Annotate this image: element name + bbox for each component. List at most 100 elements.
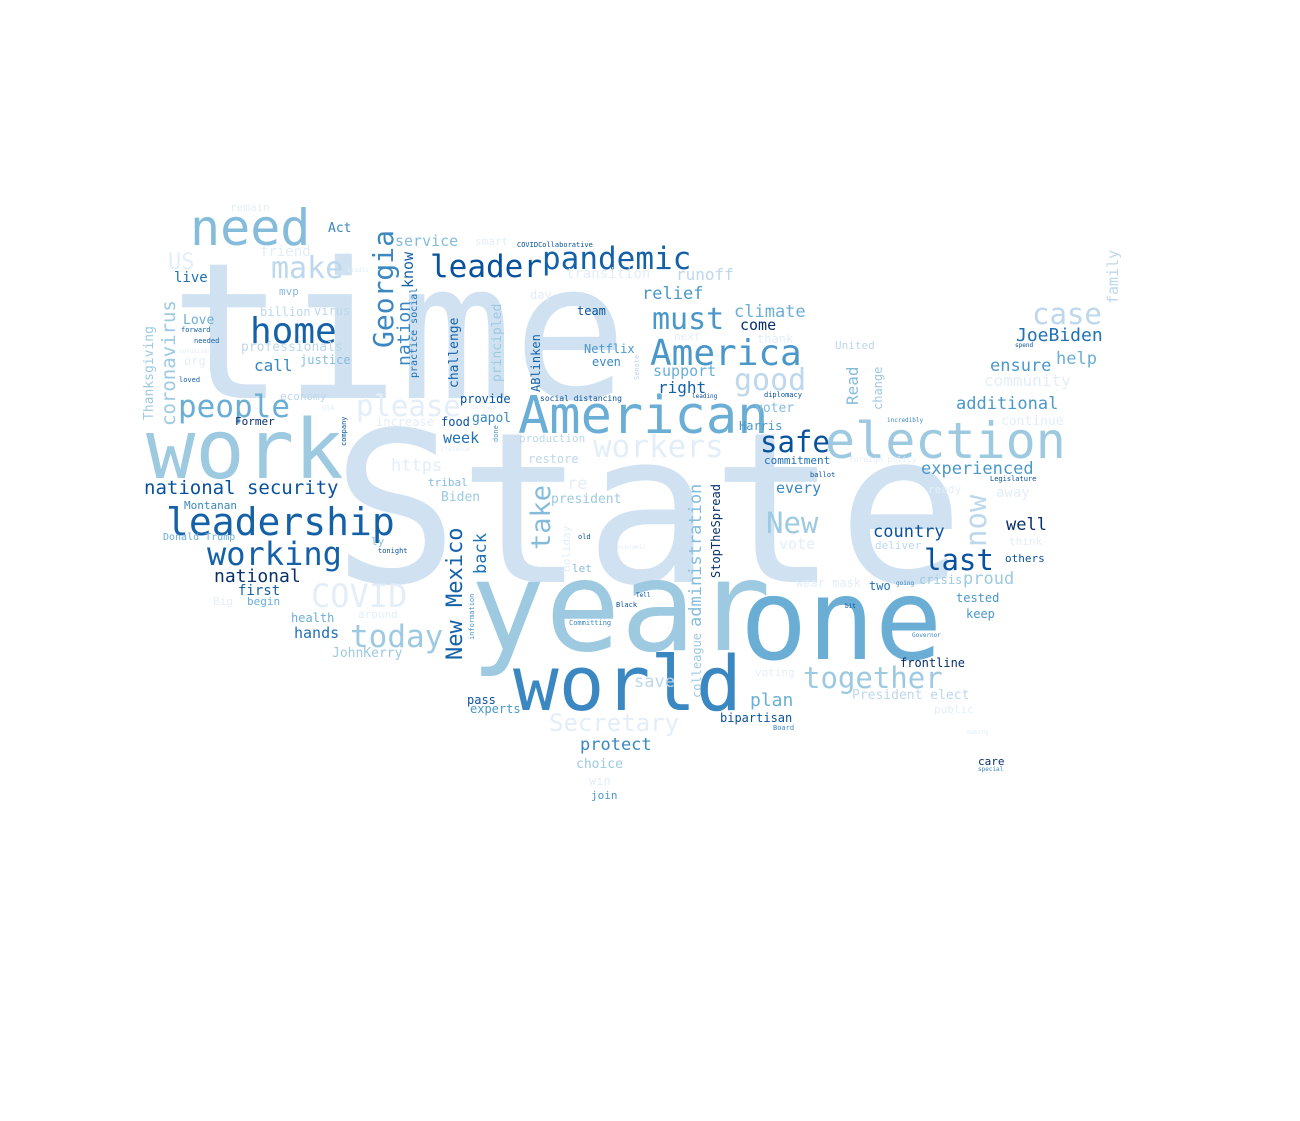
word-cloud-word: know [399, 251, 417, 288]
word-cloud-word: now [959, 494, 993, 547]
word-cloud-word: Netflix [584, 342, 635, 356]
word-cloud-word: president [551, 492, 622, 507]
word-cloud-word: change [871, 366, 885, 410]
word-cloud-word: one [740, 556, 943, 686]
word-cloud-word: voting [755, 666, 795, 679]
word-cloud-word: care [978, 755, 1005, 768]
word-cloud-word: package [471, 404, 497, 411]
word-cloud-word: special [978, 766, 1004, 773]
word-cloud-word: Black [616, 601, 638, 609]
word-cloud-word: safe [760, 425, 830, 459]
word-cloud-word: right [658, 378, 707, 397]
word-cloud-word: take [526, 484, 557, 550]
word-cloud-word: continue [1001, 414, 1064, 429]
word-cloud-word: Thanksgiving [142, 326, 157, 420]
word-cloud-word: thank [757, 332, 794, 346]
word-cloud-word: day [530, 288, 552, 302]
word-cloud-word: economy [280, 390, 327, 403]
word-cloud-word: increase [376, 415, 434, 429]
word-cloud-word: community [984, 371, 1071, 390]
word-cloud-word: Governor [912, 632, 941, 639]
word-cloud-word: billion [260, 305, 311, 319]
word-cloud-word: choice [576, 757, 623, 772]
word-cloud-word: studio [347, 267, 369, 274]
word-cloud-word: first [238, 583, 281, 599]
word-cloud-word: two [869, 579, 891, 593]
word-cloud-word: people [178, 389, 290, 425]
word-cloud-word: challenge [447, 317, 462, 388]
word-cloud-word: ballot [810, 471, 836, 479]
word-cloud-word: State [332, 387, 965, 632]
word-cloud-word: week [443, 429, 480, 447]
word-cloud-word: public [934, 703, 974, 716]
word-cloud-word: Read [843, 366, 862, 405]
word-cloud-word: join [591, 789, 618, 802]
word-cloud-word: coronavirus [158, 300, 180, 426]
word-cloud-word: holiday [560, 525, 573, 572]
word-cloud-word: proud [963, 569, 1015, 589]
word-cloud-word: Senate [633, 354, 641, 380]
word-cloud-word: forward [181, 326, 211, 334]
word-cloud-word: social distancing [540, 394, 622, 403]
word-cloud-word: done [492, 425, 500, 442]
word-cloud-word: JoeBiden [1016, 325, 1103, 346]
word-cloud-word: re [567, 474, 588, 494]
word-cloud-word: Legislature [990, 475, 1037, 483]
word-cloud-word: national security [144, 477, 339, 499]
word-cloud-word: Tell [636, 592, 651, 599]
word-cloud-word: home [250, 311, 337, 352]
word-cloud-word: every [776, 479, 822, 497]
word-cloud-word: additional [956, 394, 1059, 414]
word-cloud-word: JohnKerry [332, 646, 403, 661]
word-cloud-word: around [358, 608, 398, 621]
word-cloud-word: Montanan [184, 499, 237, 512]
word-cloud-word: vote [779, 535, 816, 553]
word-cloud-word: keep [966, 607, 995, 621]
word-cloud-word: New [766, 506, 819, 540]
word-cloud-word: Love [183, 313, 215, 328]
word-cloud-word: transition [566, 266, 651, 282]
word-cloud-word: come [740, 316, 777, 334]
word-cloud-word: ABlinken [529, 334, 543, 392]
word-cloud-word: Former [235, 415, 275, 428]
word-cloud-word: justice [300, 353, 351, 367]
word-cloud-word: tribal [428, 476, 468, 489]
word-cloud-word: wear mask [796, 576, 862, 590]
word-cloud-word: together [803, 661, 943, 695]
word-cloud-word: country [873, 522, 945, 542]
word-cloud-word: Committing [569, 619, 612, 627]
word-cloud-word: national [214, 566, 301, 587]
word-cloud-word: must [652, 302, 725, 337]
word-cloud-word: need [190, 199, 311, 257]
word-cloud-word: family [1104, 249, 1122, 304]
word-cloud-word: team [577, 304, 606, 318]
word-cloud-word: think [1009, 535, 1043, 548]
word-cloud-word: US [168, 250, 195, 275]
word-cloud-word: ensure [990, 356, 1052, 376]
word-cloud-word: back [471, 533, 491, 574]
word-cloud-word: diplomacy [764, 391, 802, 399]
word-cloud-word: COVIDCollaborative [517, 241, 593, 249]
word-cloud-word: solutions [179, 348, 212, 355]
word-cloud-word: colleague [690, 632, 704, 698]
word-cloud-word: frontline [900, 656, 966, 670]
word-cloud-word: ready [928, 483, 962, 496]
word-cloud-word: gapol [472, 411, 512, 426]
word-cloud-word: voter [755, 401, 795, 416]
word-cloud-word: service [395, 232, 459, 250]
word-cloud-word: experts [470, 702, 521, 716]
word-cloud-word: mvp [279, 285, 299, 298]
word-cloud-word: Act [328, 221, 352, 236]
word-cloud-word: win [589, 774, 611, 788]
word-cloud-word: year [470, 535, 772, 680]
word-cloud-word: support [653, 362, 717, 380]
word-cloud-word: needed [194, 337, 220, 345]
word-cloud-word: friend [260, 244, 311, 260]
word-cloud-word: Biden [441, 490, 481, 505]
word-cloud-word: foreign policy [849, 455, 917, 464]
word-cloud-word: bipartisan [720, 711, 793, 725]
word-cloud-word: call [254, 356, 293, 375]
word-cloud-word: President elect [852, 688, 970, 703]
word-cloud-word: protect [580, 735, 652, 755]
